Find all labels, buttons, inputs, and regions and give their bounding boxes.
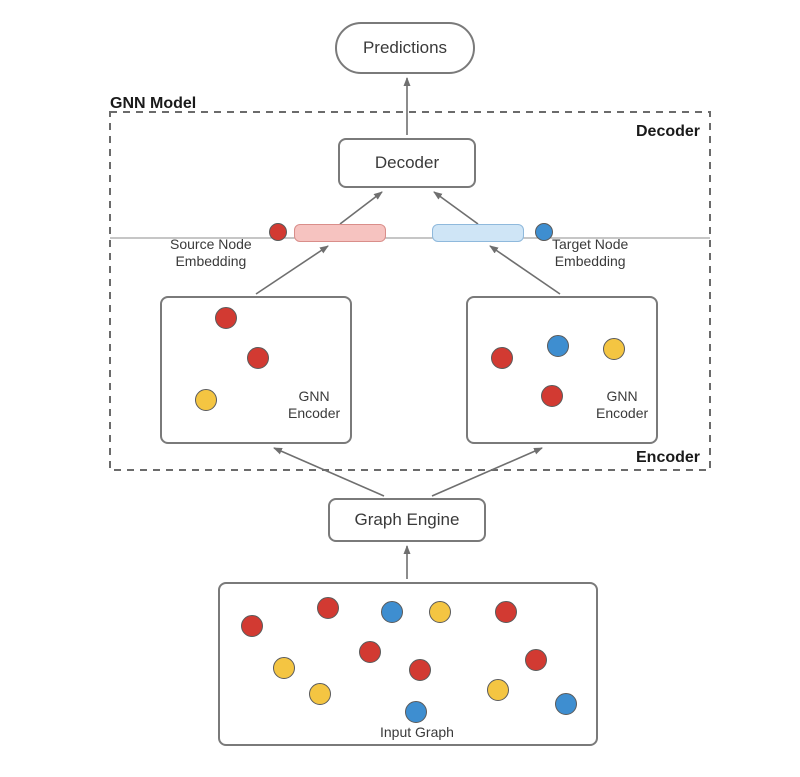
graph-node	[405, 701, 427, 723]
decoder-section-label-text: Decoder	[636, 123, 700, 140]
graph-node	[317, 597, 339, 619]
encoder-section-label-text: Encoder	[636, 449, 700, 466]
graph-node	[491, 347, 513, 369]
gnn-encoder-right-label: GNNEncoder	[596, 388, 648, 422]
gnn-encoder-left-label: GNNEncoder	[288, 388, 340, 422]
graph-node	[603, 338, 625, 360]
graph-node	[273, 657, 295, 679]
diagram-stage: { "canvas": { "width": 800, "height": 77…	[0, 0, 800, 777]
graph-node	[215, 307, 237, 329]
graph-engine-box: Graph Engine	[328, 498, 486, 542]
graph-node	[409, 659, 431, 681]
graph-node	[495, 601, 517, 623]
source-embedding-label: Source NodeEmbedding	[170, 236, 252, 270]
gnn-encoder-left-box	[160, 296, 352, 444]
graph-node	[381, 601, 403, 623]
graph-node	[487, 679, 509, 701]
gnn-encoder-right-box	[466, 296, 658, 444]
decoder-section-label: Decoder	[636, 122, 700, 141]
source-embedding-pill	[294, 224, 386, 242]
source-embedding-dot	[269, 223, 287, 241]
decoder-box: Decoder	[338, 138, 476, 188]
graph-engine-label: Graph Engine	[355, 510, 460, 530]
target-embedding-pill	[432, 224, 524, 242]
encoder-section-label: Encoder	[636, 448, 700, 467]
graph-node	[247, 347, 269, 369]
graph-node	[525, 649, 547, 671]
graph-node	[309, 683, 331, 705]
gnn-model-title: GNN Model	[110, 94, 196, 113]
predictions-box: Predictions	[335, 22, 475, 74]
graph-node	[541, 385, 563, 407]
predictions-label: Predictions	[363, 38, 447, 58]
input-graph-label: Input Graph	[380, 724, 454, 741]
target-embedding-label: Target NodeEmbedding	[552, 236, 628, 270]
graph-node	[359, 641, 381, 663]
graph-node	[195, 389, 217, 411]
graph-node	[547, 335, 569, 357]
decoder-box-label: Decoder	[375, 153, 439, 173]
gnn-model-title-text: GNN Model	[110, 95, 196, 112]
graph-node	[555, 693, 577, 715]
graph-node	[241, 615, 263, 637]
graph-node	[429, 601, 451, 623]
target-embedding-dot	[535, 223, 553, 241]
